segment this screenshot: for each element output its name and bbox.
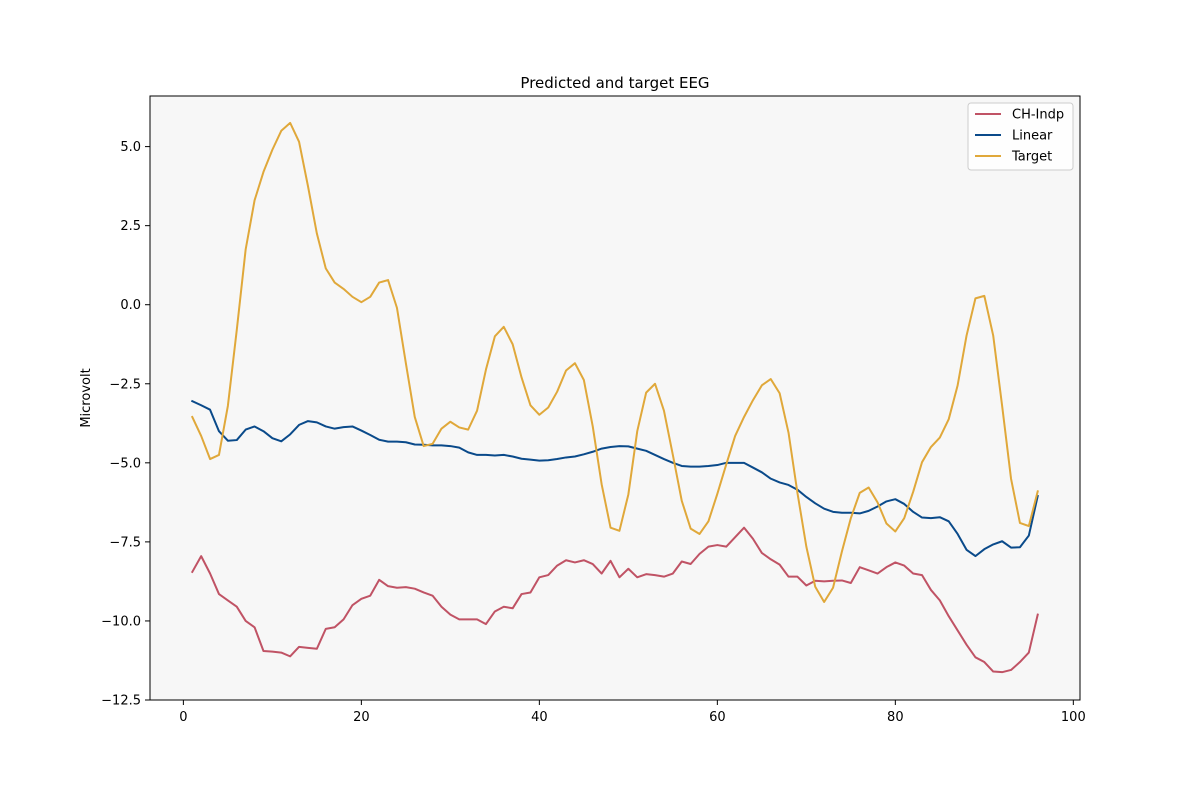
y-tick-label: −10.0 <box>101 614 141 629</box>
y-axis: 5.0 2.5 0.0 −2.5 −5.0 −7.5 −10.0 −12.5 <box>101 140 150 709</box>
y-tick-label: 2.5 <box>120 219 141 234</box>
y-axis-label: Microvolt <box>79 368 94 427</box>
x-tick-label: 20 <box>353 710 370 725</box>
legend-label-target: Target <box>1011 150 1052 165</box>
chart-title: Predicted and target EEG <box>520 74 709 92</box>
x-tick-label: 0 <box>179 710 187 725</box>
y-tick-label: 0.0 <box>120 298 141 313</box>
series-line-ch-indp <box>190 526 1039 674</box>
series-layer <box>190 121 1039 674</box>
legend-box <box>967 102 1074 171</box>
y-tick-label: 5.0 <box>120 140 141 155</box>
plot-area <box>150 96 1080 700</box>
x-tick-label: 100 <box>1061 710 1086 725</box>
series-line-linear <box>190 399 1039 558</box>
y-tick-label: −7.5 <box>109 535 141 550</box>
x-tick-label: 80 <box>887 710 904 725</box>
y-tick-label: −5.0 <box>109 456 141 471</box>
legend-label-ch-indp: CH-Indp <box>1012 108 1064 123</box>
legend-label-linear: Linear <box>1012 129 1053 144</box>
x-tick-label: 60 <box>709 710 726 725</box>
x-axis: 0 20 40 60 80 100 <box>179 700 1086 725</box>
x-tick-label: 40 <box>531 710 548 725</box>
series-line-target <box>190 121 1039 603</box>
y-tick-label: −2.5 <box>109 377 141 392</box>
legend: CH-Indp Linear Target <box>967 102 1074 171</box>
y-tick-label: −12.5 <box>101 694 141 709</box>
plot-frame <box>149 95 1081 701</box>
